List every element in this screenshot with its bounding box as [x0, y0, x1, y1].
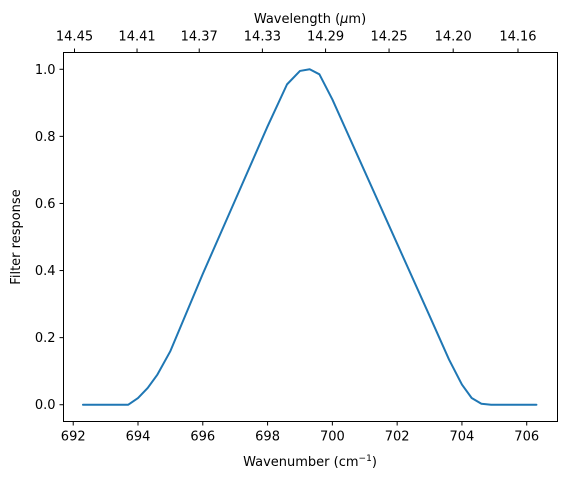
x-tick-label: 696: [190, 430, 215, 445]
x-tick-label: 698: [255, 430, 280, 445]
x-tick-label: 694: [126, 430, 151, 445]
y-tick-label: 0.4: [35, 264, 56, 279]
top-x-axis: 14.45 14.41 14.37 14.33 14.29 14.25 14.20 14.16: [56, 30, 537, 53]
top-x-tick-label: 14.37: [181, 30, 218, 45]
y-tick-label: 0.2: [35, 331, 56, 346]
filter-response-line: [81, 68, 538, 406]
y-tick-label: 0.6: [35, 197, 56, 212]
x-tick-label: 702: [385, 430, 410, 445]
x-tick-label: 692: [61, 430, 86, 445]
x-tick-label: 706: [514, 430, 539, 445]
top-x-tick-label: 14.45: [56, 30, 93, 45]
plot-area: [81, 68, 538, 406]
y-tick-label: 1.0: [35, 63, 56, 78]
top-x-axis-title: Wavelength (μm): [254, 12, 366, 27]
top-x-tick-label: 14.33: [244, 30, 281, 45]
axes-frame: [63, 52, 558, 422]
top-x-tick-label: 14.25: [370, 30, 407, 45]
x-tick-label: 700: [320, 430, 345, 445]
y-axis-title: Filter response: [9, 189, 24, 284]
top-x-tick-label: 14.20: [435, 30, 472, 45]
y-axis: 0.0 0.2 0.4 0.6 0.8 1.0: [35, 63, 64, 413]
y-tick-label: 0.0: [35, 398, 56, 413]
x-tick-label: 704: [450, 430, 475, 445]
y-tick-label: 0.8: [35, 130, 56, 145]
bottom-x-axis: 692 694 696 698 700 702 704 706: [61, 421, 539, 445]
top-x-tick-label: 14.16: [499, 30, 536, 45]
top-x-tick-label: 14.41: [118, 30, 155, 45]
x-axis-title: Wavenumber (cm−1): [243, 454, 377, 470]
top-x-tick-label: 14.29: [307, 30, 344, 45]
